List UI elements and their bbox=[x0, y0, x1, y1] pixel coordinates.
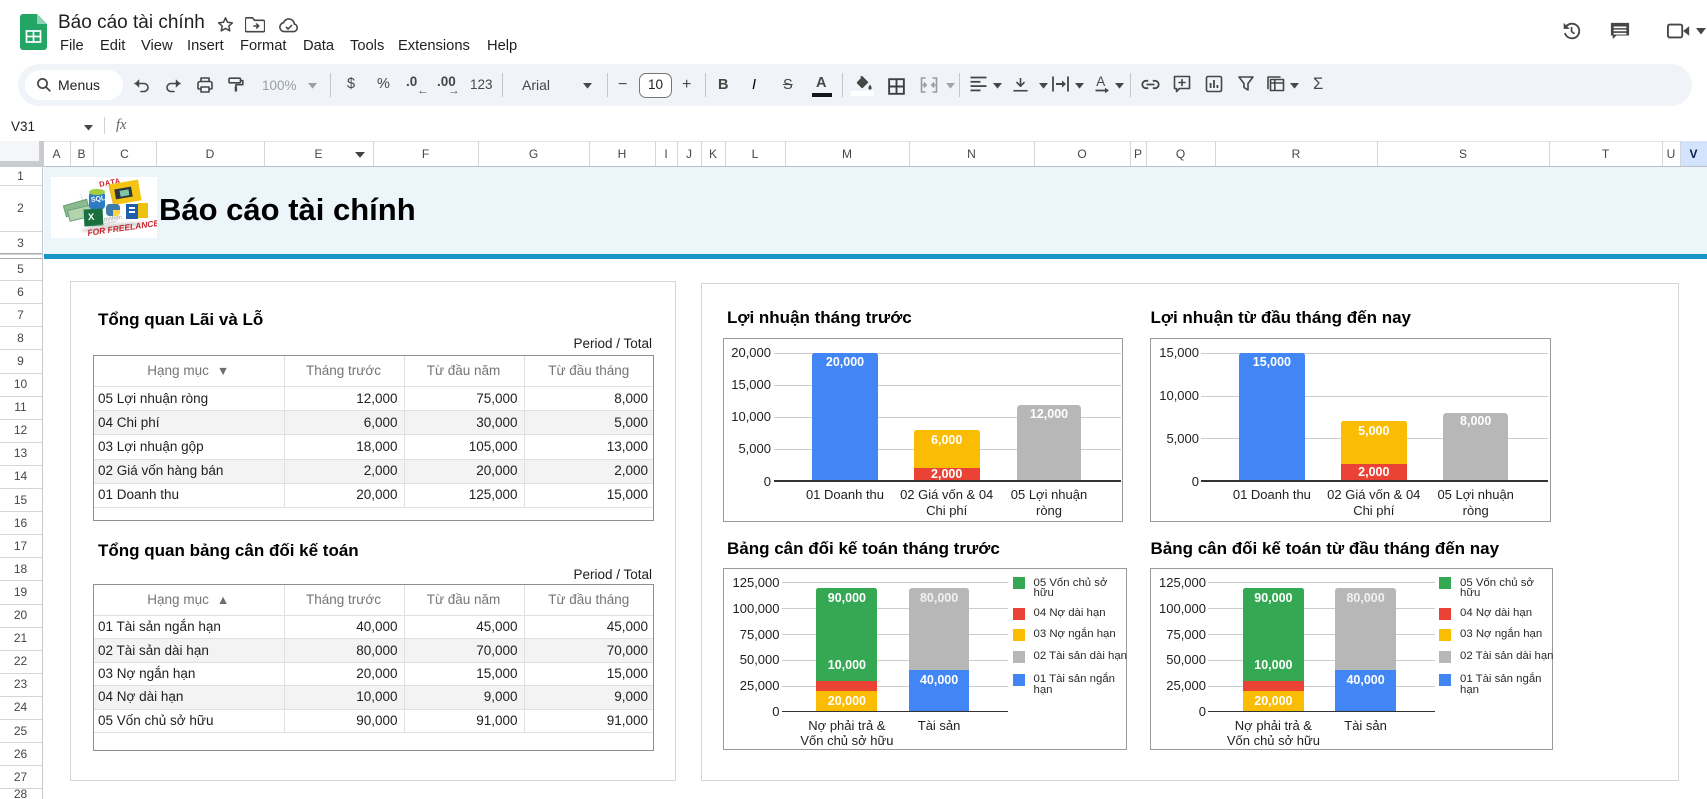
svg-text:A: A bbox=[1096, 74, 1105, 89]
